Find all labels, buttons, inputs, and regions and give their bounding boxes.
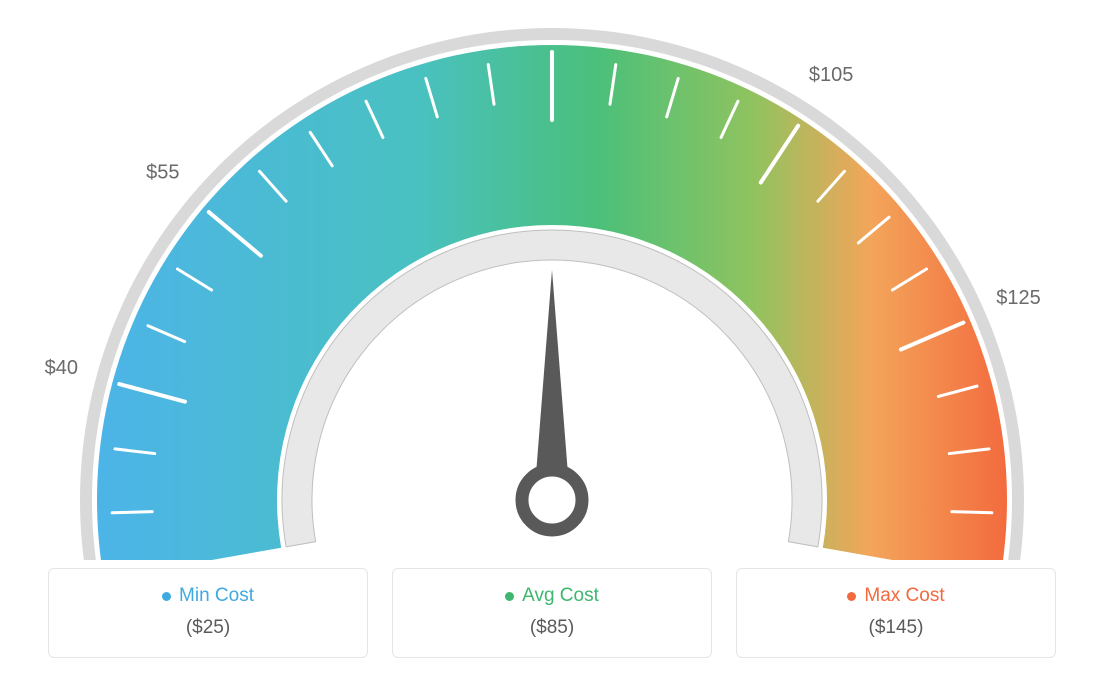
gauge-minor-tick [112, 512, 152, 513]
legend-row: Min Cost ($25) Avg Cost ($85) Max Cost (… [0, 568, 1104, 658]
legend-card-min: Min Cost ($25) [48, 568, 368, 658]
gauge-tick-label: $55 [146, 162, 179, 184]
gauge-tick-label: $40 [45, 357, 78, 379]
legend-label-max: Max Cost [864, 585, 944, 607]
gauge-container: $25$40$55$85$105$125$145 [0, 0, 1104, 560]
legend-dot-avg [505, 592, 514, 601]
legend-value-avg: ($85) [413, 617, 691, 639]
gauge-needle-hub [522, 470, 582, 530]
gauge-chart: $25$40$55$85$105$125$145 [0, 0, 1104, 560]
legend-card-avg: Avg Cost ($85) [392, 568, 712, 658]
gauge-minor-tick [952, 512, 992, 513]
gauge-tick-label: $125 [996, 287, 1041, 309]
gauge-tick-label: $85 [535, 0, 568, 2]
legend-value-min: ($25) [69, 617, 347, 639]
legend-label-min: Min Cost [179, 585, 254, 607]
legend-dot-max [847, 592, 856, 601]
legend-dot-min [162, 592, 171, 601]
gauge-tick-label: $105 [809, 64, 854, 86]
legend-label-avg: Avg Cost [522, 585, 599, 607]
legend-value-max: ($145) [757, 617, 1035, 639]
legend-title-min: Min Cost [162, 585, 254, 607]
legend-card-max: Max Cost ($145) [736, 568, 1056, 658]
legend-title-max: Max Cost [847, 585, 944, 607]
legend-title-avg: Avg Cost [505, 585, 599, 607]
